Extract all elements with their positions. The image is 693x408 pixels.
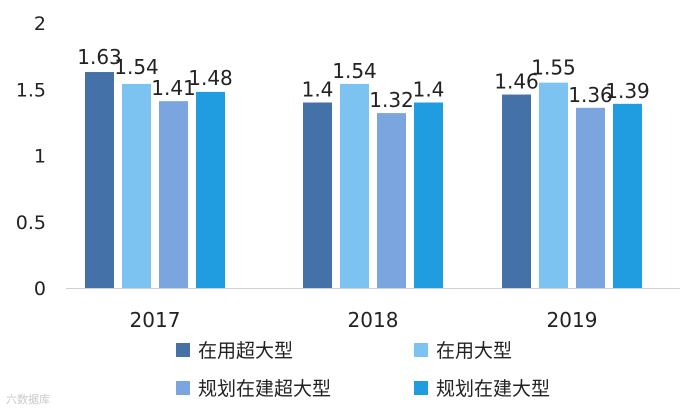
y-tick-label: 1	[34, 146, 46, 168]
bar	[303, 102, 332, 288]
data-labels: 1.631.541.411.48 1.41.541.321.4 1.461.551.…	[77, 45, 650, 112]
y-axis: 0 0.5 1 1.5 2	[16, 13, 46, 300]
x-tick-label: 2018	[348, 308, 399, 332]
bar	[414, 102, 443, 288]
bar	[613, 103, 642, 288]
legend-swatch	[176, 343, 190, 357]
legend-swatch	[414, 343, 428, 357]
bar	[576, 107, 605, 288]
bar	[159, 101, 188, 288]
y-tick-label: 0	[34, 278, 46, 300]
bar	[85, 72, 114, 289]
bar	[196, 91, 225, 289]
data-label: 1.41	[151, 76, 196, 100]
x-tick-label: 2019	[547, 308, 598, 332]
legend-label: 规划在建超大型	[198, 378, 331, 400]
bar	[377, 113, 406, 288]
watermark-text: 六数据库	[6, 392, 50, 406]
legend-label: 在用大型	[436, 340, 512, 362]
data-label: 1.48	[188, 66, 233, 90]
data-label: 1.4	[302, 78, 334, 102]
data-label: 1.39	[605, 79, 650, 103]
y-tick-label: 2	[34, 13, 46, 35]
legend-swatch	[176, 381, 190, 395]
data-label: 1.54	[114, 55, 159, 79]
bar	[502, 94, 531, 288]
data-label: 1.55	[531, 56, 576, 80]
legend-label: 在用超大型	[198, 340, 293, 362]
data-label: 1.4	[413, 78, 445, 102]
y-tick-label: 1.5	[16, 79, 46, 101]
bars	[85, 72, 642, 289]
data-label: 1.36	[568, 83, 613, 107]
legend-swatch	[414, 381, 428, 395]
x-axis: 2017 2018 2019	[66, 288, 680, 332]
legend-label: 规划在建大型	[436, 378, 550, 400]
data-label: 1.63	[77, 45, 122, 69]
data-label: 1.46	[494, 70, 539, 94]
bar	[539, 82, 568, 288]
data-label: 1.54	[332, 59, 377, 83]
y-tick-label: 0.5	[16, 212, 46, 234]
bar	[122, 83, 151, 288]
bar	[340, 83, 369, 288]
data-label: 1.32	[369, 88, 414, 112]
x-tick-label: 2017	[130, 308, 181, 332]
